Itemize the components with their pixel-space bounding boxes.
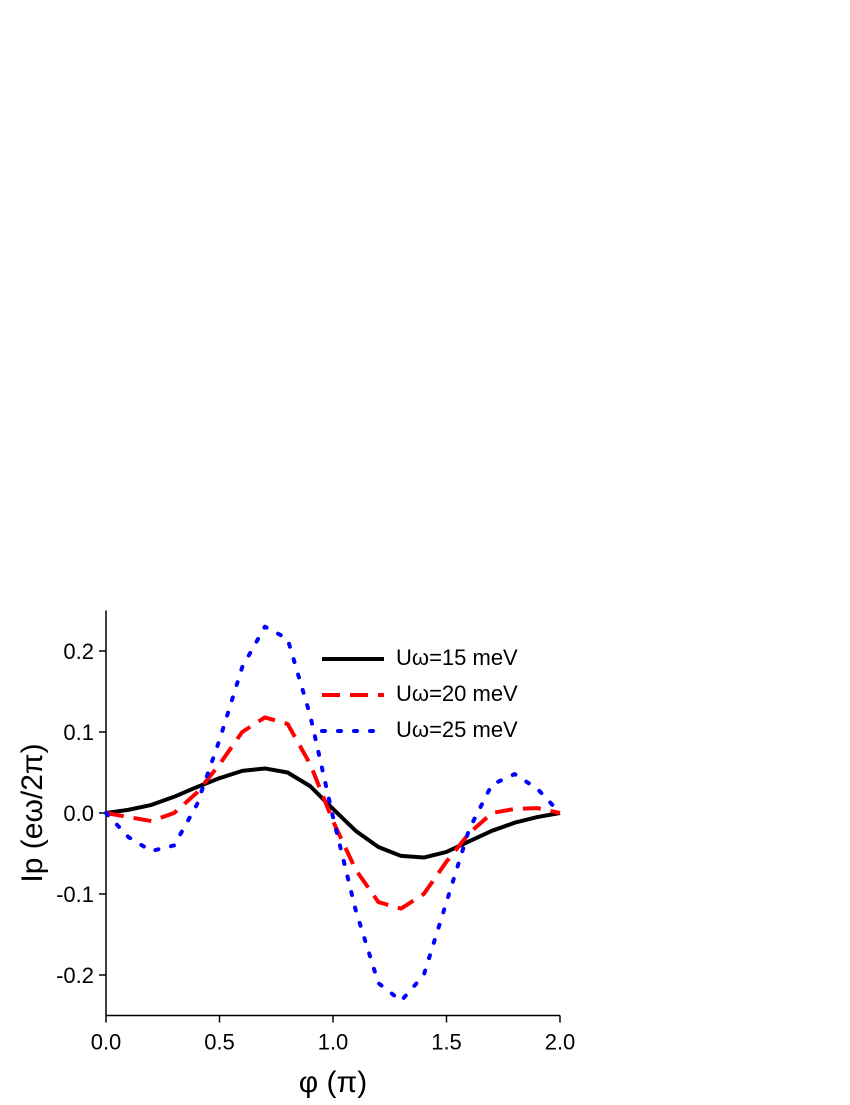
y-tick-label: 0.0	[63, 801, 94, 826]
y-tick-label: -0.1	[56, 882, 94, 907]
y-tick-label: -0.2	[56, 963, 94, 988]
legend-label: Uω=25 meV	[396, 717, 518, 742]
x-tick-label: 1.0	[318, 1030, 349, 1055]
x-axis-label: φ (π)	[299, 1066, 367, 1099]
y-axis-label: Ip (eω/2π)	[16, 743, 49, 882]
data-line	[105, 766, 561, 860]
data-line	[104, 624, 562, 1003]
legend-label: Uω=20 meV	[396, 681, 518, 706]
x-tick-label: 1.5	[431, 1030, 462, 1055]
legend-label: Uω=15 meV	[396, 645, 518, 670]
x-tick-label: 0.0	[91, 1030, 122, 1055]
x-tick-label: 0.5	[204, 1030, 235, 1055]
y-tick-label: 0.1	[63, 720, 94, 745]
data-line	[105, 715, 561, 911]
y-tick-label: 0.2	[63, 639, 94, 664]
x-tick-label: 2.0	[545, 1030, 576, 1055]
